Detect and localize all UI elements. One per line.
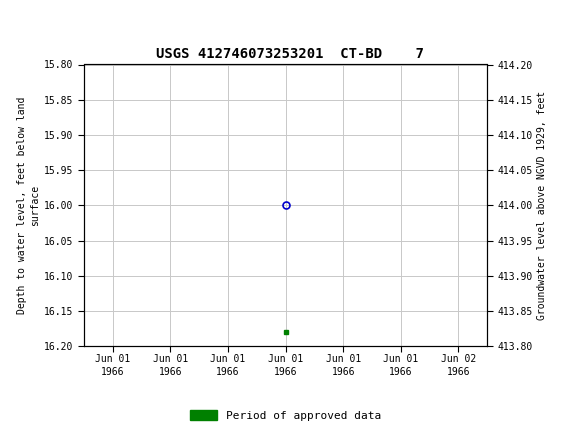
Y-axis label: Depth to water level, feet below land
surface: Depth to water level, feet below land su… (17, 97, 40, 314)
Legend: Period of approved data: Period of approved data (190, 410, 382, 421)
Y-axis label: Groundwater level above NGVD 1929, feet: Groundwater level above NGVD 1929, feet (537, 91, 547, 320)
Text: USGS 412746073253201  CT-BD    7: USGS 412746073253201 CT-BD 7 (156, 47, 424, 61)
Text: ╳USGS: ╳USGS (7, 10, 57, 30)
